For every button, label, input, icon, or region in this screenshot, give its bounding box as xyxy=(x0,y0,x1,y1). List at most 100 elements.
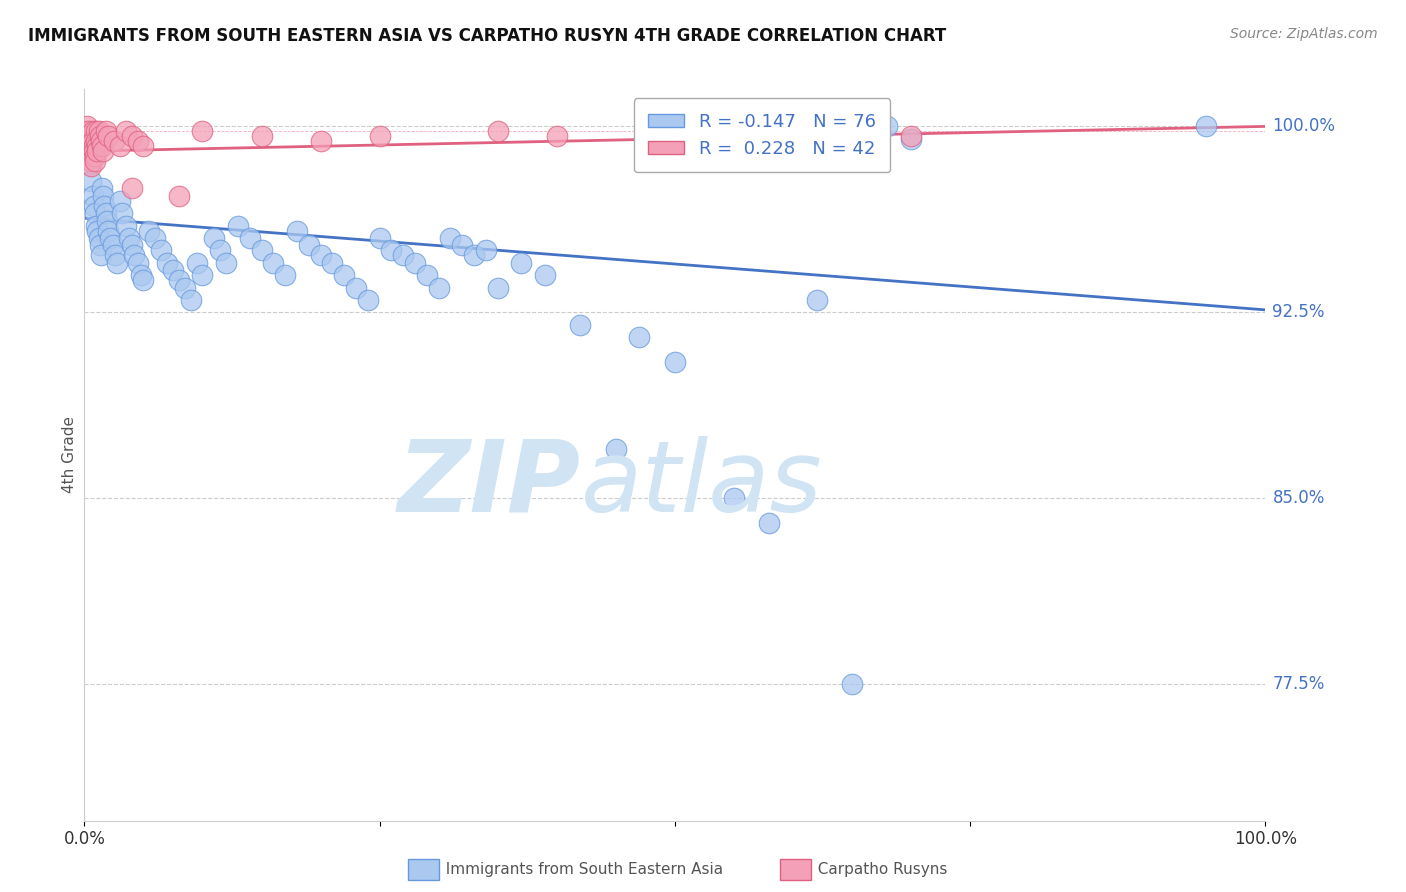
Point xyxy=(1195,120,1218,134)
Point xyxy=(79,144,101,158)
Point xyxy=(84,206,107,220)
Point xyxy=(97,223,120,237)
Point xyxy=(104,248,127,262)
Point xyxy=(77,129,100,144)
Point xyxy=(77,124,100,138)
Point xyxy=(368,231,391,245)
Text: 77.5%: 77.5% xyxy=(1272,675,1324,693)
Point xyxy=(546,129,568,144)
Point xyxy=(93,199,115,213)
Point xyxy=(84,219,107,233)
Point xyxy=(84,134,107,148)
Point xyxy=(96,213,118,227)
Point xyxy=(80,159,103,173)
Point xyxy=(84,154,107,169)
Point xyxy=(841,677,863,691)
Point xyxy=(298,238,321,252)
Point xyxy=(162,263,184,277)
Point xyxy=(103,134,125,148)
Point xyxy=(150,244,173,258)
Point xyxy=(84,149,107,163)
Text: 92.5%: 92.5% xyxy=(1272,303,1324,321)
Point xyxy=(841,124,863,138)
Point xyxy=(427,280,450,294)
Point xyxy=(309,248,332,262)
Point xyxy=(309,134,332,148)
Point xyxy=(79,149,101,163)
Point xyxy=(239,231,262,245)
Point xyxy=(77,139,100,153)
Point xyxy=(77,134,100,148)
Point xyxy=(274,268,297,282)
Point xyxy=(167,189,190,203)
Point xyxy=(357,293,380,307)
Point xyxy=(900,129,922,144)
Point xyxy=(486,124,509,138)
Point xyxy=(250,244,273,258)
Point xyxy=(226,219,249,233)
Point xyxy=(486,280,509,294)
Point xyxy=(111,206,134,220)
Point xyxy=(127,256,149,270)
Text: Source: ZipAtlas.com: Source: ZipAtlas.com xyxy=(1230,27,1378,41)
Point xyxy=(416,268,439,282)
Point xyxy=(475,244,498,258)
Y-axis label: 4th Grade: 4th Grade xyxy=(62,417,77,493)
Point xyxy=(91,139,114,153)
Point xyxy=(91,181,114,195)
Point xyxy=(87,124,110,138)
Point xyxy=(876,120,898,134)
Point xyxy=(86,223,108,237)
Point xyxy=(173,280,195,294)
Point xyxy=(451,238,474,252)
Point xyxy=(82,124,104,138)
Point xyxy=(344,280,367,294)
Text: 85.0%: 85.0% xyxy=(1272,490,1324,508)
Point xyxy=(262,256,284,270)
Point xyxy=(132,273,155,287)
Point xyxy=(87,231,110,245)
Point xyxy=(108,139,131,153)
Point xyxy=(191,124,214,138)
Point xyxy=(900,132,922,146)
Point xyxy=(127,134,149,148)
Point xyxy=(333,268,356,282)
Point xyxy=(118,231,141,245)
Point xyxy=(368,129,391,144)
Point xyxy=(463,248,485,262)
Point xyxy=(392,248,415,262)
Point xyxy=(121,238,143,252)
Point xyxy=(108,194,131,208)
Point xyxy=(510,256,533,270)
Point xyxy=(605,442,627,456)
Point xyxy=(758,516,780,530)
Point xyxy=(534,268,557,282)
Point xyxy=(209,244,232,258)
Point xyxy=(101,238,124,252)
Point xyxy=(83,199,105,213)
Point xyxy=(94,206,117,220)
Point xyxy=(191,268,214,282)
Point xyxy=(114,219,136,233)
Legend: R = -0.147   N = 76, R =  0.228   N = 42: R = -0.147 N = 76, R = 0.228 N = 42 xyxy=(634,98,890,172)
Point xyxy=(723,491,745,506)
Point xyxy=(86,139,108,153)
Text: Carpatho Rusyns: Carpatho Rusyns xyxy=(808,863,948,877)
Point xyxy=(250,129,273,144)
Point xyxy=(76,120,98,134)
Point xyxy=(138,223,160,237)
Point xyxy=(439,231,461,245)
Point xyxy=(285,223,308,237)
Point xyxy=(82,189,104,203)
Text: 100.0%: 100.0% xyxy=(1272,118,1336,136)
Point xyxy=(86,144,108,158)
Point xyxy=(89,238,111,252)
Point xyxy=(404,256,426,270)
Point xyxy=(83,144,105,158)
Point xyxy=(628,330,651,344)
Point xyxy=(321,256,343,270)
Text: atlas: atlas xyxy=(581,435,823,533)
Point xyxy=(215,256,238,270)
Point xyxy=(114,124,136,138)
Point xyxy=(143,231,166,245)
